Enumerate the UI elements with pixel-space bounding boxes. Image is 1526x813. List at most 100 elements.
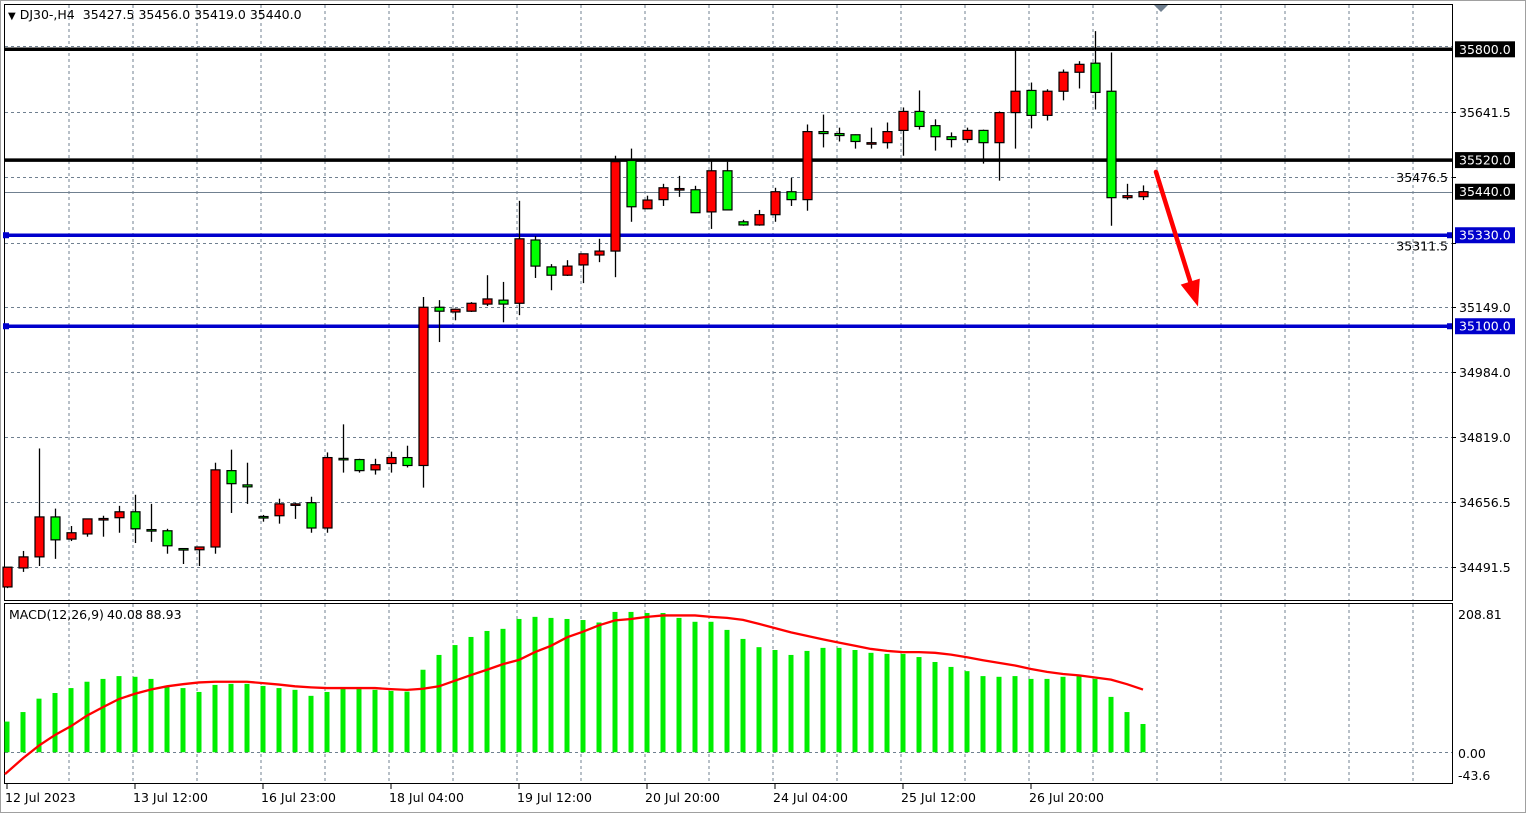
time-tick-label: 18 Jul 04:00 bbox=[389, 790, 464, 805]
macd-histogram-bar bbox=[1060, 676, 1066, 753]
macd-histogram-bar bbox=[660, 612, 666, 753]
macd-histogram-bar bbox=[244, 683, 250, 753]
macd-histogram-bar bbox=[516, 618, 522, 753]
macd-histogram-bar bbox=[692, 621, 698, 753]
macd-histogram-bar bbox=[932, 661, 938, 753]
price-level-label-bg bbox=[1455, 41, 1515, 58]
arrow-head-icon[interactable] bbox=[1180, 278, 1200, 307]
macd-histogram-bar bbox=[324, 691, 330, 753]
macd-label: MACD(12,26,9) 40.08 88.93 bbox=[9, 607, 185, 622]
level-anchor-handle[interactable] bbox=[3, 323, 9, 330]
header-close: 35440.0 bbox=[249, 7, 302, 22]
macd-histogram-bar bbox=[1108, 696, 1114, 753]
candle-body bbox=[1058, 71, 1069, 92]
candle-body bbox=[866, 142, 877, 145]
macd-histogram-bar bbox=[708, 621, 714, 753]
candle bbox=[2, 566, 13, 589]
candle-body bbox=[370, 464, 381, 471]
candle-body bbox=[354, 458, 365, 472]
candle-body bbox=[946, 136, 957, 141]
candle-body bbox=[1122, 195, 1133, 199]
macd-histogram-bar bbox=[356, 688, 362, 753]
macd-histogram-bar bbox=[84, 681, 90, 753]
candle-body bbox=[690, 189, 701, 214]
candle-body bbox=[162, 530, 173, 547]
candle-body bbox=[722, 170, 733, 211]
price-level-label: 35330.0 bbox=[1459, 228, 1511, 243]
level-anchor-handle[interactable] bbox=[1447, 323, 1453, 330]
macd-histogram-bar bbox=[1140, 723, 1146, 753]
arrow-shaft[interactable] bbox=[1153, 169, 1193, 284]
candle bbox=[386, 451, 397, 473]
candle bbox=[146, 503, 157, 542]
horizontal-levels[interactable] bbox=[3, 47, 1453, 330]
macd-histogram-bar bbox=[388, 690, 394, 753]
candle-body bbox=[818, 130, 829, 135]
candle bbox=[882, 122, 893, 149]
candle bbox=[306, 496, 317, 533]
candle-body bbox=[610, 161, 621, 252]
macd-histogram-bar bbox=[436, 654, 442, 753]
macd-histogram-bar bbox=[820, 647, 826, 753]
candle bbox=[994, 111, 1005, 181]
candle bbox=[34, 448, 45, 566]
candle bbox=[98, 515, 109, 537]
candle-body bbox=[114, 511, 125, 519]
candle-body bbox=[82, 518, 93, 535]
candle-body bbox=[482, 298, 493, 305]
price-tick-label: 35641.5 bbox=[1459, 105, 1511, 120]
time-tick-label: 13 Jul 12:00 bbox=[133, 790, 208, 805]
macd-name: MACD(12,26,9) bbox=[9, 607, 104, 622]
candle bbox=[850, 134, 861, 149]
level-anchor-handle[interactable] bbox=[3, 232, 9, 239]
candle-body bbox=[802, 130, 813, 201]
price-tick-label: 35149.0 bbox=[1459, 300, 1511, 315]
price-level-label-bg bbox=[1455, 227, 1515, 244]
candle-body bbox=[770, 191, 781, 216]
macd-histogram-bar bbox=[276, 688, 282, 753]
candle bbox=[594, 238, 605, 263]
candle-body bbox=[578, 253, 589, 266]
candle-body bbox=[882, 130, 893, 144]
red-arrow-annotation[interactable] bbox=[1153, 169, 1200, 307]
price-axis: 35641.5 35476.5 35311.5 35149.0 34984.0 34819… bbox=[1396, 5, 1515, 600]
candle-body bbox=[978, 129, 989, 144]
candle-body bbox=[594, 250, 605, 256]
chart-shift-marker-icon[interactable] bbox=[1154, 5, 1168, 12]
candle-body bbox=[274, 503, 285, 517]
candle-body bbox=[178, 547, 189, 551]
macd-histogram-bar bbox=[500, 628, 506, 753]
candle-body bbox=[18, 556, 29, 569]
candle-body bbox=[242, 484, 253, 488]
candle bbox=[674, 175, 685, 197]
macd-histogram-bar bbox=[468, 636, 474, 753]
candle-body bbox=[322, 456, 333, 529]
candle bbox=[162, 528, 173, 554]
candle-body bbox=[706, 170, 717, 213]
candle bbox=[242, 462, 253, 504]
candle bbox=[402, 445, 413, 468]
macd-histogram-bar bbox=[916, 657, 922, 753]
candle bbox=[1090, 31, 1101, 110]
candle-body bbox=[98, 517, 109, 521]
candle bbox=[66, 526, 77, 542]
macd-histogram-bar bbox=[580, 620, 586, 753]
macd-histogram-bar bbox=[1044, 678, 1050, 753]
candle bbox=[370, 458, 381, 475]
candle bbox=[818, 114, 829, 148]
triangle-down-icon[interactable]: ▼ bbox=[8, 11, 16, 22]
macd-histogram-bar bbox=[404, 691, 410, 753]
candle bbox=[178, 547, 189, 564]
candle-body bbox=[194, 546, 205, 551]
candle-body bbox=[1090, 62, 1101, 94]
macd-histogram-bar bbox=[452, 645, 458, 753]
macd-histogram-bar bbox=[132, 676, 138, 753]
candle bbox=[274, 498, 285, 524]
macd-histogram-bar bbox=[772, 649, 778, 753]
macd-signal-line bbox=[4, 614, 1144, 775]
macd-histogram-bar bbox=[612, 611, 618, 753]
level-anchor-handle[interactable] bbox=[1447, 232, 1453, 239]
candle-body bbox=[1026, 89, 1037, 116]
candle-body bbox=[306, 502, 317, 529]
